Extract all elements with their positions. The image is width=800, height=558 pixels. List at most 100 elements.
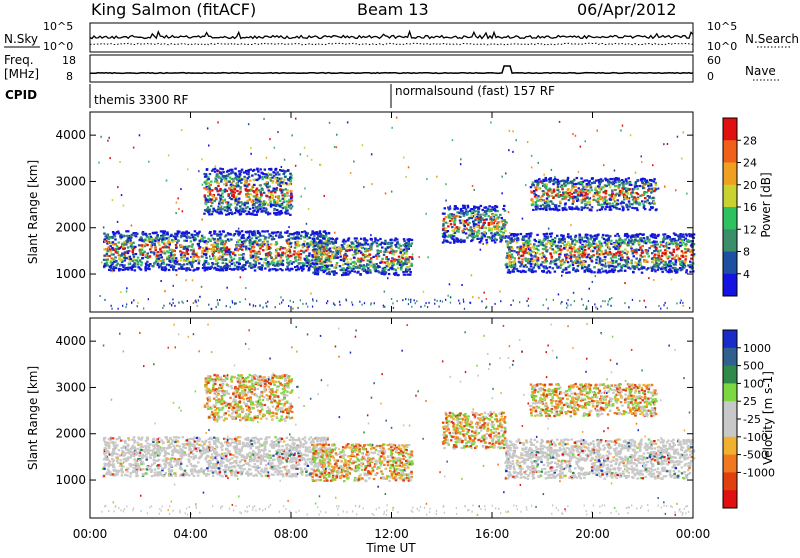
echo-cell — [491, 240, 494, 242]
echo-cell — [223, 231, 226, 233]
echo-cell — [166, 258, 169, 260]
echo-cell — [374, 238, 377, 240]
echo-cell — [589, 209, 592, 211]
echo-cell — [369, 269, 372, 271]
echo-cell — [229, 268, 232, 270]
echo-cell — [256, 191, 258, 193]
echo-cell — [350, 258, 353, 260]
echo-cell — [389, 263, 392, 265]
echo-cell — [576, 177, 579, 179]
echo-cell — [230, 238, 233, 240]
echo-cell — [164, 266, 167, 268]
echo-cell — [628, 177, 631, 179]
echo-cell — [554, 178, 557, 180]
echo-cell — [339, 265, 342, 267]
echo-cell — [184, 246, 187, 248]
echo-cell — [133, 262, 136, 264]
echo-cell — [171, 241, 174, 243]
echo-cell — [152, 265, 155, 267]
echo-cell — [572, 200, 575, 202]
echo-cell — [668, 256, 671, 258]
echo-cell — [572, 246, 575, 248]
echo-cell — [613, 178, 616, 180]
echo-cell — [653, 234, 656, 236]
echo-cell — [197, 235, 200, 237]
echo-cell — [586, 179, 589, 181]
echo-cell — [225, 201, 228, 203]
echo-cell — [225, 259, 228, 261]
echo-cell — [378, 255, 381, 257]
echo-cell — [606, 203, 609, 205]
echo-cell — [642, 267, 645, 269]
echo-cell — [234, 202, 237, 204]
echo-cell — [274, 177, 277, 179]
echo-cell — [377, 266, 380, 268]
echo-cell — [231, 169, 234, 171]
echo-cell — [549, 271, 552, 273]
echo-cell — [130, 245, 133, 247]
echo-cell — [563, 238, 566, 240]
echo-cell — [632, 252, 635, 254]
echo-cell — [238, 198, 241, 200]
echo-cell — [690, 244, 693, 246]
echo-cell — [317, 238, 320, 240]
echo-cell — [449, 242, 452, 244]
echo-cell — [664, 261, 667, 263]
echo-cell — [119, 265, 122, 267]
echo-cell — [223, 243, 226, 245]
echo-cell — [622, 184, 625, 186]
echo-cell — [289, 207, 292, 209]
echo-cell — [251, 243, 254, 245]
echo-cell — [553, 209, 556, 211]
echo-cell — [225, 269, 228, 271]
echo-cell — [535, 189, 538, 191]
echo-cell — [474, 214, 477, 216]
echo-cell — [254, 269, 256, 271]
echo-cell — [570, 189, 573, 191]
echo-cell — [361, 247, 364, 249]
freq-panel-frame — [90, 55, 693, 82]
echo-cell — [377, 270, 380, 272]
echo-cell — [275, 255, 278, 257]
echo-cell — [547, 236, 550, 238]
echo-cell — [474, 235, 477, 237]
echo-cell — [230, 192, 233, 194]
echo-cell — [549, 262, 552, 264]
echo-cell — [216, 188, 219, 190]
echo-cell — [158, 244, 161, 246]
echo-cell — [250, 193, 253, 195]
echo-cell — [331, 253, 334, 255]
echo-cell — [282, 252, 285, 254]
echo-cell — [574, 196, 577, 198]
echo-cell — [594, 189, 597, 191]
echo-cell — [222, 259, 225, 261]
echo-cell — [245, 246, 248, 248]
echo-cell — [317, 246, 320, 248]
echo-cell — [614, 196, 617, 198]
echo-cell — [316, 269, 319, 271]
echo-cell — [395, 272, 398, 274]
echo-cell — [604, 242, 607, 244]
echo-cell — [168, 255, 171, 257]
echo-cell — [207, 178, 210, 180]
echo-cell — [505, 264, 508, 266]
echo-cell — [207, 191, 210, 193]
echo-cell — [638, 249, 641, 251]
echo-cell — [569, 243, 572, 245]
echo-cell — [137, 266, 140, 268]
echo-cell — [217, 194, 220, 196]
echo-cell — [281, 254, 284, 256]
echo-cell — [465, 208, 468, 210]
echo-cell — [290, 193, 293, 195]
echo-cell — [213, 249, 216, 251]
echo-cell — [274, 188, 277, 190]
echo-cell — [617, 263, 620, 265]
echo-cell — [343, 243, 346, 245]
echo-cell — [260, 211, 263, 213]
echo-cell — [127, 246, 130, 248]
echo-cell — [202, 247, 205, 249]
echo-cell — [346, 249, 349, 251]
echo-cell — [595, 262, 598, 264]
echo-cell — [262, 203, 265, 205]
echo-cell — [464, 220, 467, 222]
